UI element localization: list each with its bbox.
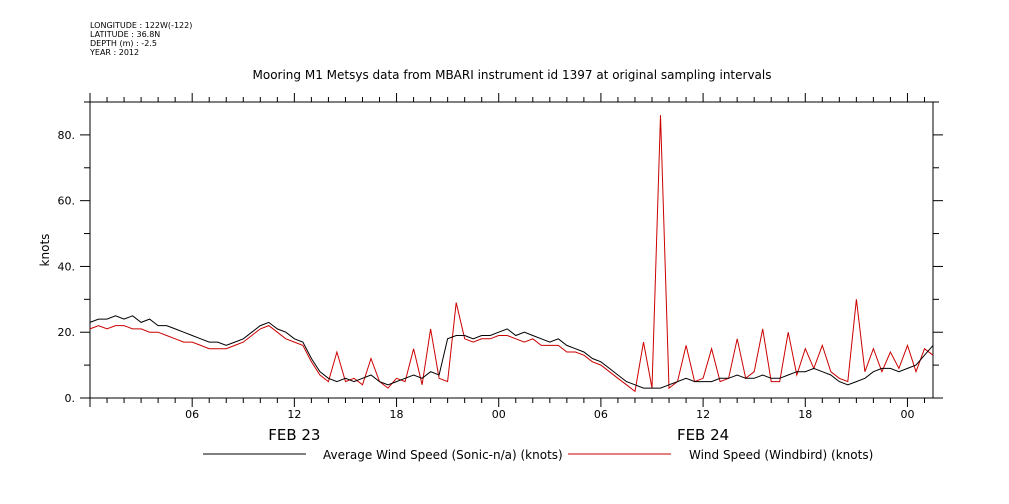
series-line (89, 115, 934, 393)
y-tick-label: 40. (58, 260, 76, 273)
legend-label: Average Wind Speed (Sonic-n/a) (knots) (323, 448, 563, 462)
metadata-year: YEAR : 2012 (90, 48, 140, 57)
y-tick-label: 20. (58, 326, 76, 339)
series-layer (89, 115, 934, 393)
axes-layer: 0. 20. 40. 60. 80. 06 12 18 00 06 12 18 00 FEB 23 FEB … (38, 93, 943, 444)
series-line (89, 315, 934, 389)
date-label: FEB 23 (268, 426, 320, 444)
x-tick-label: 12 (287, 408, 301, 421)
x-tick-label: 18 (798, 408, 812, 421)
x-tick-label: 00 (900, 408, 914, 421)
x-tick-label: 06 (185, 408, 199, 421)
x-tick-label: 00 (492, 408, 506, 421)
chart-title: Mooring M1 Metsys data from MBARI instru… (252, 68, 772, 82)
metadata-depth: DEPTH (m) : -2.5 (90, 39, 157, 48)
legend-label: Wind Speed (Windbird) (knots) (689, 448, 873, 462)
y-axis-label: knots (38, 234, 52, 267)
y-tick-label: 60. (58, 195, 76, 208)
metadata-longitude: LONGITUDE : 122W(-122) (90, 21, 193, 30)
x-tick-label: 06 (594, 408, 608, 421)
metadata-latitude: LATITUDE : 36.8N (90, 30, 161, 39)
metadata-block: LONGITUDE : 122W(-122) LATITUDE : 36.8N … (90, 21, 192, 57)
x-tick-label: 12 (696, 408, 710, 421)
date-label: FEB 24 (677, 426, 729, 444)
x-tick-label: 18 (390, 408, 404, 421)
y-tick-label: 0. (65, 392, 76, 405)
y-tick-label: 80. (58, 129, 76, 142)
legend: Average Wind Speed (Sonic-n/a) (knots) Wi… (203, 448, 873, 462)
plot-frame (89, 101, 934, 399)
